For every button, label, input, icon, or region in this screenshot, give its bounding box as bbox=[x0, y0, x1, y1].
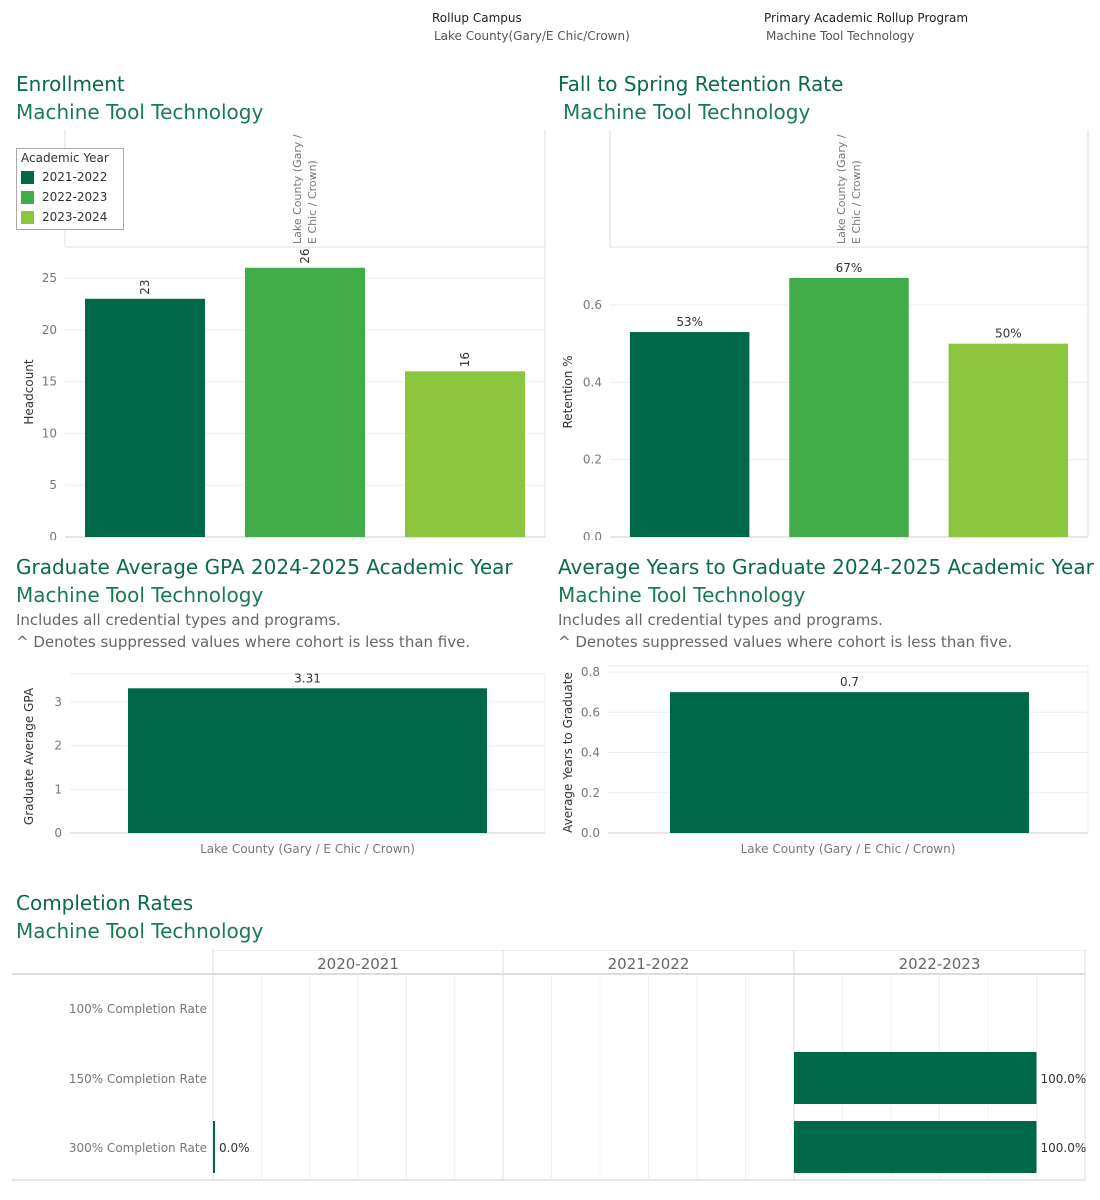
data-label: 53% bbox=[676, 315, 703, 329]
y-tick-label: 25 bbox=[42, 271, 57, 285]
enrollment-title: Enrollment bbox=[16, 72, 125, 96]
campus-filter-label: Rollup Campus bbox=[432, 11, 522, 25]
row-label: 150% Completion Rate bbox=[69, 1072, 207, 1086]
ytg-title: Average Years to Graduate 2024-2025 Acad… bbox=[558, 555, 1094, 579]
gpa-note-suppressed: ^ Denotes suppressed values where cohort… bbox=[16, 633, 471, 651]
y-tick-label: 0.2 bbox=[581, 786, 600, 800]
data-label: 3.31 bbox=[294, 671, 321, 685]
bar-Lake County (Gary / E Chic / Crown) bbox=[128, 688, 487, 833]
retention-chart: Lake County (Gary / E Chic / Crown) 0.0 0.2… bbox=[561, 130, 1089, 540]
legend-item-2023-2024[interactable]: 2023-2024 bbox=[21, 207, 119, 227]
legend-swatch bbox=[21, 210, 34, 224]
y-tick-label: 0.2 bbox=[583, 453, 602, 467]
legend-swatch bbox=[21, 190, 34, 204]
column-header-2020-2021: 2020-2021 bbox=[317, 955, 399, 973]
gpa-chart: 0 1 2 3 Graduate Average GPA 3.31 Lake County … bbox=[22, 671, 546, 856]
y-tick-label: 10 bbox=[42, 426, 57, 440]
gpa-subtitle: Machine Tool Technology bbox=[16, 583, 264, 607]
y-tick-label: 1 bbox=[54, 782, 62, 796]
y-tick-label: 5 bbox=[49, 478, 57, 492]
completion-bar bbox=[794, 1121, 1037, 1173]
completion-chart: 2020-2021 2021-2022 2022-2023 100% Completi… bbox=[12, 950, 1087, 1181]
data-label: 100.0% bbox=[1041, 1072, 1087, 1086]
y-tick-label: 0.4 bbox=[581, 746, 600, 760]
y-tick-label: 0.6 bbox=[581, 705, 600, 719]
x-category-label: Lake County (Gary / E Chic / Crown) bbox=[200, 842, 415, 856]
data-label: 0.7 bbox=[840, 675, 859, 689]
data-label: 23 bbox=[138, 280, 152, 295]
completion-bar bbox=[213, 1121, 215, 1173]
data-label: 26 bbox=[298, 248, 312, 263]
x-category-label: Lake County (Gary / E Chic / Crown) bbox=[741, 842, 956, 856]
completion-bar bbox=[794, 1052, 1037, 1104]
column-header-label: Lake County (Gary / E Chic / Crown) bbox=[835, 134, 863, 244]
bar-2021-2022 bbox=[629, 332, 750, 537]
y-axis-title: Average Years to Graduate bbox=[561, 672, 575, 833]
program-filter-label: Primary Academic Rollup Program bbox=[764, 11, 969, 25]
completion-title: Completion Rates bbox=[16, 891, 194, 915]
column-header-2022-2023: 2022-2023 bbox=[899, 955, 981, 973]
data-label: 16 bbox=[458, 352, 472, 367]
legend-item-label: 2023-2024 bbox=[42, 210, 108, 224]
legend-title: Academic Year bbox=[21, 151, 109, 165]
y-axis-title: Retention % bbox=[561, 355, 575, 428]
campus-filter-value[interactable]: Lake County(Gary/E Chic/Crown) bbox=[434, 29, 630, 43]
data-label: 0.0% bbox=[219, 1141, 250, 1155]
y-axis-title: Headcount bbox=[22, 359, 36, 425]
bar-2023-2024 bbox=[948, 343, 1069, 537]
y-axis-title: Graduate Average GPA bbox=[22, 687, 36, 825]
y-tick-label: 0.8 bbox=[581, 665, 600, 679]
y-tick-label: 0.6 bbox=[583, 298, 602, 312]
gpa-title: Graduate Average GPA 2024-2025 Academic … bbox=[16, 555, 513, 579]
row-label: 100% Completion Rate bbox=[69, 1002, 207, 1016]
ytg-note-suppressed: ^ Denotes suppressed values where cohort… bbox=[558, 633, 1013, 651]
ytg-subtitle: Machine Tool Technology bbox=[558, 583, 806, 607]
y-tick-label: 3 bbox=[54, 695, 62, 709]
y-tick-label: 0 bbox=[49, 530, 57, 540]
y-tick-label: 15 bbox=[42, 375, 57, 389]
data-label: 67% bbox=[836, 261, 863, 275]
enrollment-chart: Lake County (Gary / E Chic / Crown) 0 5 10 15… bbox=[22, 130, 546, 540]
row-label: 300% Completion Rate bbox=[69, 1141, 207, 1155]
data-label: 100.0% bbox=[1041, 1141, 1087, 1155]
bar-2021-2022 bbox=[85, 298, 205, 537]
y-tick-label: 2 bbox=[54, 739, 62, 753]
data-label: 50% bbox=[995, 327, 1022, 341]
legend-item-2021-2022[interactable]: 2021-2022 bbox=[21, 167, 119, 187]
bar-2022-2023 bbox=[245, 267, 365, 537]
bar-2023-2024 bbox=[405, 371, 525, 537]
legend-item-label: 2022-2023 bbox=[42, 190, 108, 204]
column-header-2021-2022: 2021-2022 bbox=[608, 955, 690, 973]
bar-2022-2023 bbox=[789, 277, 909, 537]
academic-year-legend: Academic Year 2021-2022 2022-2023 2023-2… bbox=[16, 148, 124, 230]
program-filter-value[interactable]: Machine Tool Technology bbox=[766, 29, 915, 43]
y-tick-label: 0.0 bbox=[583, 530, 602, 540]
legend-item-2022-2023[interactable]: 2022-2023 bbox=[21, 187, 119, 207]
y-tick-label: 0.0 bbox=[581, 826, 600, 840]
y-tick-label: 0 bbox=[54, 826, 62, 840]
gpa-note-credentials: Includes all credential types and progra… bbox=[16, 611, 341, 629]
ytg-chart: 0.0 0.2 0.4 0.6 0.8 Average Years to Graduate… bbox=[561, 665, 1089, 856]
column-header-label: Lake County (Gary / E Chic / Crown) bbox=[291, 134, 319, 244]
enrollment-subtitle: Machine Tool Technology bbox=[16, 100, 264, 124]
retention-subtitle: Machine Tool Technology bbox=[563, 100, 811, 124]
ytg-note-credentials: Includes all credential types and progra… bbox=[558, 611, 883, 629]
y-tick-label: 20 bbox=[42, 323, 57, 337]
completion-subtitle: Machine Tool Technology bbox=[16, 919, 264, 943]
legend-swatch bbox=[21, 170, 34, 184]
bar-Lake County (Gary / E Chic / Crown) bbox=[670, 692, 1029, 833]
retention-title: Fall to Spring Retention Rate bbox=[558, 72, 844, 96]
y-tick-label: 0.4 bbox=[583, 375, 602, 389]
legend-item-label: 2021-2022 bbox=[42, 170, 108, 184]
